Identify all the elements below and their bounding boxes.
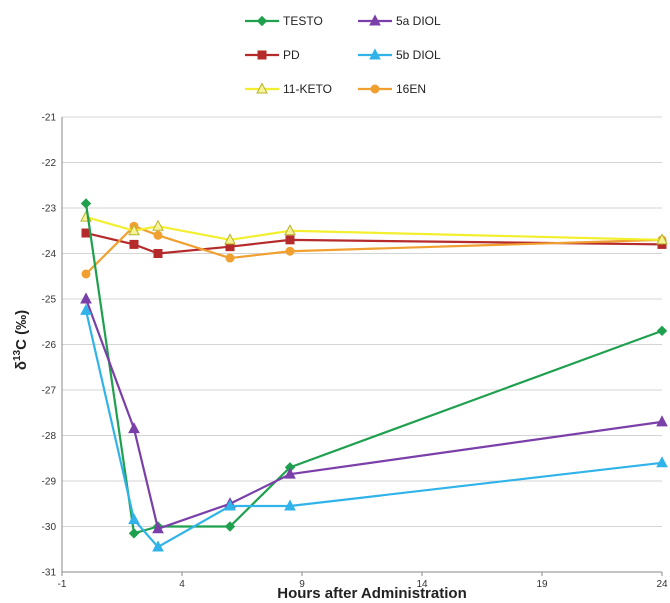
series-5b-diol — [80, 303, 668, 552]
legend-item-testo: TESTO — [245, 14, 323, 28]
y-tick-label: -29 — [42, 477, 57, 488]
data-point-11-keto — [152, 219, 164, 231]
data-point-11-keto — [284, 224, 296, 236]
legend-item-5b-diol: 5b DIOL — [358, 48, 441, 62]
y-axis-title-superscript: 13 — [12, 349, 23, 361]
y-axis-title-suffix: C (‰) — [13, 310, 30, 350]
series-layer — [80, 198, 668, 552]
legend-item-5a-diol: 5a DIOL — [358, 14, 441, 28]
data-point-5a-diol — [656, 415, 668, 427]
x-axis-title: Hours after Administration — [277, 585, 466, 602]
axes: -21 -22 -23 -24 -25 -26 -27 -28 -29 -30 -31-1 4 9 14 1… — [42, 113, 668, 591]
data-point-pd — [129, 239, 139, 249]
series-testo — [80, 198, 668, 539]
x-tick-label: 4 — [179, 579, 185, 590]
x-tick-label: 19 — [536, 579, 548, 590]
legend-label-pd: PD — [283, 48, 300, 62]
x-tick-label: 9 — [299, 579, 305, 590]
x-tick-label: -1 — [58, 579, 67, 590]
data-point-testo — [224, 521, 236, 532]
data-point-pd — [285, 235, 295, 245]
legend-label-testo: TESTO — [283, 14, 323, 28]
legend-item-16en: 16EN — [358, 82, 426, 96]
data-point-5a-diol — [80, 292, 92, 304]
x-tick-label: 14 — [416, 579, 428, 590]
data-point-testo — [80, 198, 92, 209]
y-axis-title: δ13C (‰) — [12, 310, 30, 370]
data-point-5b-diol — [152, 540, 164, 552]
legend-item-11-keto: 11-KETO — [245, 82, 332, 96]
data-point-testo — [128, 528, 140, 539]
series-line-pd — [85, 231, 663, 255]
legend-marker-11-keto — [256, 82, 268, 94]
y-tick-label: -26 — [42, 340, 57, 351]
legend-label-11-keto: 11-KETO — [283, 82, 332, 96]
series-16en — [81, 221, 667, 279]
data-point-5b-diol — [656, 456, 668, 468]
data-point-11-keto — [80, 210, 92, 222]
legend-label-16en: 16EN — [396, 82, 426, 96]
y-tick-label: -23 — [42, 204, 57, 215]
y-tick-label: -31 — [42, 568, 57, 579]
y-tick-label: -30 — [42, 522, 57, 533]
legend-label-5a-diol: 5a DIOL — [396, 14, 441, 28]
legend-item-pd: PD — [245, 48, 300, 62]
legend-marker-5b-diol — [369, 48, 381, 60]
data-point-5a-diol — [284, 467, 296, 479]
y-axis-title-prefix: δ — [13, 361, 30, 370]
series-line-11-keto — [85, 216, 663, 241]
series-line-5a-diol — [84, 298, 663, 530]
data-point-5b-diol — [224, 499, 236, 511]
y-tick-label: -25 — [42, 295, 57, 306]
data-point-5b-diol — [284, 499, 296, 511]
data-point-5b-diol — [128, 513, 140, 525]
data-point-16en — [225, 253, 235, 263]
series-line-5b-diol — [84, 310, 663, 549]
y-tick-label: -22 — [42, 158, 57, 169]
y-tick-label: -24 — [42, 249, 57, 260]
legend-marker-5a-diol — [369, 14, 381, 26]
legend: TESTO 5a DIOL PD 5b DIOL 11-KETO 16EN — [245, 14, 441, 96]
y-tick-label: -27 — [42, 386, 57, 397]
legend-marker-16en — [370, 84, 380, 94]
data-point-5b-diol — [80, 303, 92, 315]
data-point-pd — [153, 249, 163, 258]
y-tick-label: -21 — [42, 113, 57, 124]
data-point-11-keto — [656, 233, 668, 245]
data-point-5a-diol — [152, 522, 164, 534]
y-tick-label: -28 — [42, 431, 57, 442]
data-point-11-keto — [224, 233, 236, 245]
legend-marker-pd — [257, 50, 267, 60]
data-point-16en — [81, 269, 91, 279]
data-point-16en — [153, 230, 163, 240]
legend-label-5b-diol: 5b DIOL — [396, 48, 441, 62]
legend-marker-testo — [256, 15, 268, 27]
x-tick-label: 24 — [656, 579, 668, 590]
data-point-5a-diol — [128, 422, 140, 434]
data-point-testo — [656, 325, 668, 337]
series-pd — [81, 228, 667, 258]
series-line-16en — [85, 225, 663, 275]
data-point-16en — [285, 246, 295, 256]
data-point-11-keto — [128, 224, 140, 236]
